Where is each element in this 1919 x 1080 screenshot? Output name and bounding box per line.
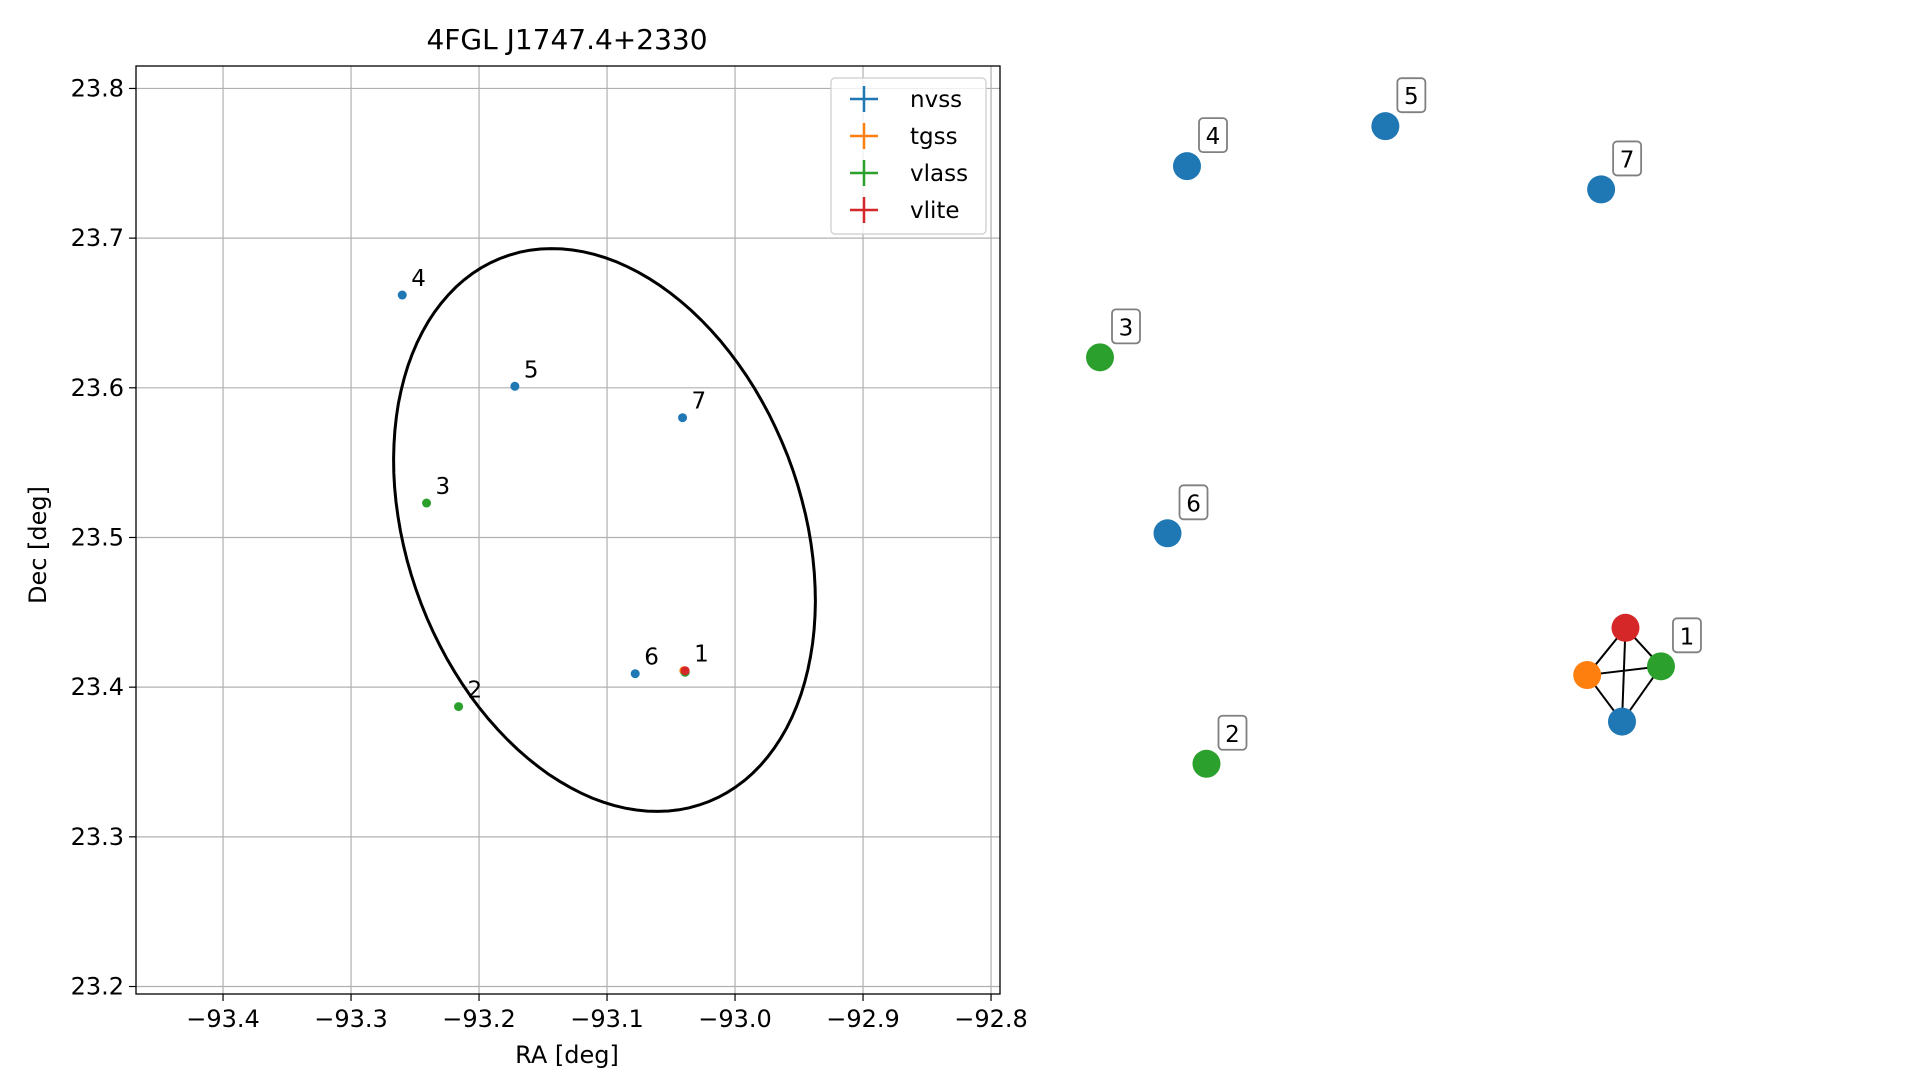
- grid-lines: [136, 66, 1000, 994]
- x-axis-label: RA [deg]: [515, 1041, 619, 1069]
- node-label: 2: [1225, 722, 1240, 748]
- network-node: [1608, 707, 1636, 736]
- scatter-point-nvss: [510, 381, 520, 391]
- x-tick-label: −93.0: [698, 1005, 772, 1033]
- legend-frame: [830, 77, 987, 235]
- point-label: 3: [436, 474, 451, 500]
- network-node: [1646, 652, 1675, 681]
- legend-label-vlite: vlite: [910, 198, 960, 224]
- node-label-box: [1111, 308, 1141, 345]
- scatter-point-vlass: [422, 498, 432, 508]
- y-tick-label: 23.7: [71, 224, 124, 252]
- axis-ticks: −93.4 −93.3 −93.2 −93.1 −93.0 −92.9 −92.8 23.2 2…: [71, 74, 1028, 1033]
- network-node: [1573, 661, 1602, 690]
- scatter-point-vlite: [680, 666, 690, 676]
- node-label-box: [1178, 484, 1209, 521]
- legend-label-vlass: vlass: [910, 161, 968, 187]
- node-label: 7: [1620, 147, 1635, 173]
- network-panel: 5 4 7 3 6 1 2: [1086, 77, 1702, 778]
- scatter-point-nvss: [630, 669, 640, 679]
- network-node: [1611, 613, 1640, 642]
- legend-label-tgss: tgss: [910, 124, 958, 150]
- legend-entries: nvss tgss vlass vlite: [850, 86, 968, 224]
- x-tick-label: −93.2: [442, 1005, 516, 1033]
- network-edge: [1621, 627, 1627, 722]
- scatter-point-vlass: [454, 702, 464, 712]
- node-label-box: [1198, 117, 1228, 154]
- node-label: 6: [1186, 491, 1201, 517]
- node-label-box: [1672, 617, 1702, 654]
- legend: nvss tgss vlass vlite: [830, 77, 987, 235]
- node-label-box: [1217, 714, 1248, 751]
- network-node: [1173, 152, 1201, 181]
- node-label-box: [1396, 77, 1427, 114]
- network-node: [1192, 749, 1221, 778]
- network-node: [1587, 175, 1616, 204]
- node-label-box: [1612, 140, 1643, 177]
- node-label: 5: [1404, 84, 1419, 110]
- x-tick-label: −92.8: [954, 1005, 1028, 1033]
- x-tick-label: −93.1: [570, 1005, 644, 1033]
- axes-frame: [135, 65, 1001, 995]
- network-node: [1153, 519, 1182, 548]
- network-node: [1371, 112, 1400, 141]
- legend-label-nvss: nvss: [910, 87, 962, 113]
- x-tick-label: −93.4: [186, 1005, 260, 1033]
- ellipse-layer: [392, 247, 817, 813]
- y-tick-label: 23.5: [71, 523, 124, 551]
- y-axis-label: Dec [deg]: [24, 486, 52, 604]
- chart-title: 4FGL J1747.4+2330: [426, 23, 707, 56]
- network-node: [1086, 343, 1114, 372]
- point-label: 4: [411, 266, 426, 292]
- x-tick-label: −93.3: [314, 1005, 388, 1033]
- point-labels: 4 5 7 6 3 2 1: [411, 266, 709, 704]
- y-tick-label: 23.2: [71, 973, 124, 1001]
- y-tick-label: 23.3: [71, 823, 124, 851]
- data-points: [397, 290, 690, 712]
- x-tick-label: −92.9: [826, 1005, 900, 1033]
- y-tick-label: 23.4: [71, 673, 124, 701]
- point-label: 7: [692, 389, 707, 415]
- error-ellipse: [392, 247, 817, 813]
- network-nodes: [1086, 112, 1675, 778]
- point-label: 6: [644, 645, 659, 671]
- node-label: 3: [1119, 315, 1134, 341]
- point-label: 5: [524, 357, 539, 383]
- node-label: 1: [1680, 624, 1695, 650]
- scatter-point-nvss: [397, 290, 407, 300]
- scatter-point-nvss: [678, 413, 688, 423]
- point-label: 1: [694, 642, 709, 668]
- point-label: 2: [468, 678, 483, 704]
- node-label: 4: [1206, 124, 1221, 150]
- network-node-labels: 5 4 7 3 6 1 2: [1111, 77, 1702, 751]
- y-tick-label: 23.8: [71, 74, 124, 102]
- y-tick-label: 23.6: [71, 374, 124, 402]
